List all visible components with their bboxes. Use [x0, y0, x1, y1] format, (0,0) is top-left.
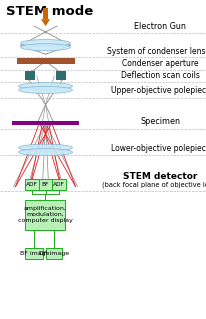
- Text: DF image: DF image: [39, 251, 69, 256]
- Text: ADF: ADF: [26, 182, 38, 187]
- Text: Condenser aperture: Condenser aperture: [122, 59, 198, 68]
- Ellipse shape: [19, 83, 72, 90]
- Bar: [25, 71, 35, 80]
- Bar: [12, 121, 78, 125]
- Text: amplification,
modulation,
computer display: amplification, modulation, computer disp…: [18, 206, 73, 223]
- FancyBboxPatch shape: [43, 8, 48, 19]
- Text: BF: BF: [42, 182, 49, 187]
- Text: Deflection scan coils: Deflection scan coils: [120, 71, 199, 80]
- Text: STEM mode: STEM mode: [6, 5, 93, 18]
- Polygon shape: [41, 19, 50, 26]
- FancyBboxPatch shape: [25, 248, 43, 259]
- FancyBboxPatch shape: [25, 200, 65, 230]
- Ellipse shape: [21, 40, 70, 47]
- Text: STEM detector: STEM detector: [123, 172, 197, 181]
- Bar: [56, 71, 66, 80]
- Text: BF image: BF image: [20, 251, 49, 256]
- FancyBboxPatch shape: [45, 248, 62, 259]
- Text: Lower-objective polepiece: Lower-objective polepiece: [110, 144, 206, 153]
- Text: System of condenser lenses: System of condenser lenses: [106, 47, 206, 56]
- Bar: [16, 58, 74, 64]
- FancyBboxPatch shape: [39, 179, 52, 190]
- FancyBboxPatch shape: [25, 179, 39, 190]
- Ellipse shape: [19, 86, 72, 93]
- Text: ADF: ADF: [53, 182, 65, 187]
- Text: Electron Gun: Electron Gun: [134, 22, 185, 31]
- Ellipse shape: [19, 144, 72, 151]
- Ellipse shape: [19, 149, 72, 156]
- FancyBboxPatch shape: [52, 179, 65, 190]
- Text: Specimen: Specimen: [140, 117, 180, 126]
- Text: (back focal plane of objective lens): (back focal plane of objective lens): [101, 181, 206, 188]
- Ellipse shape: [21, 44, 70, 51]
- Text: Upper-objective polepiece: Upper-objective polepiece: [110, 86, 206, 95]
